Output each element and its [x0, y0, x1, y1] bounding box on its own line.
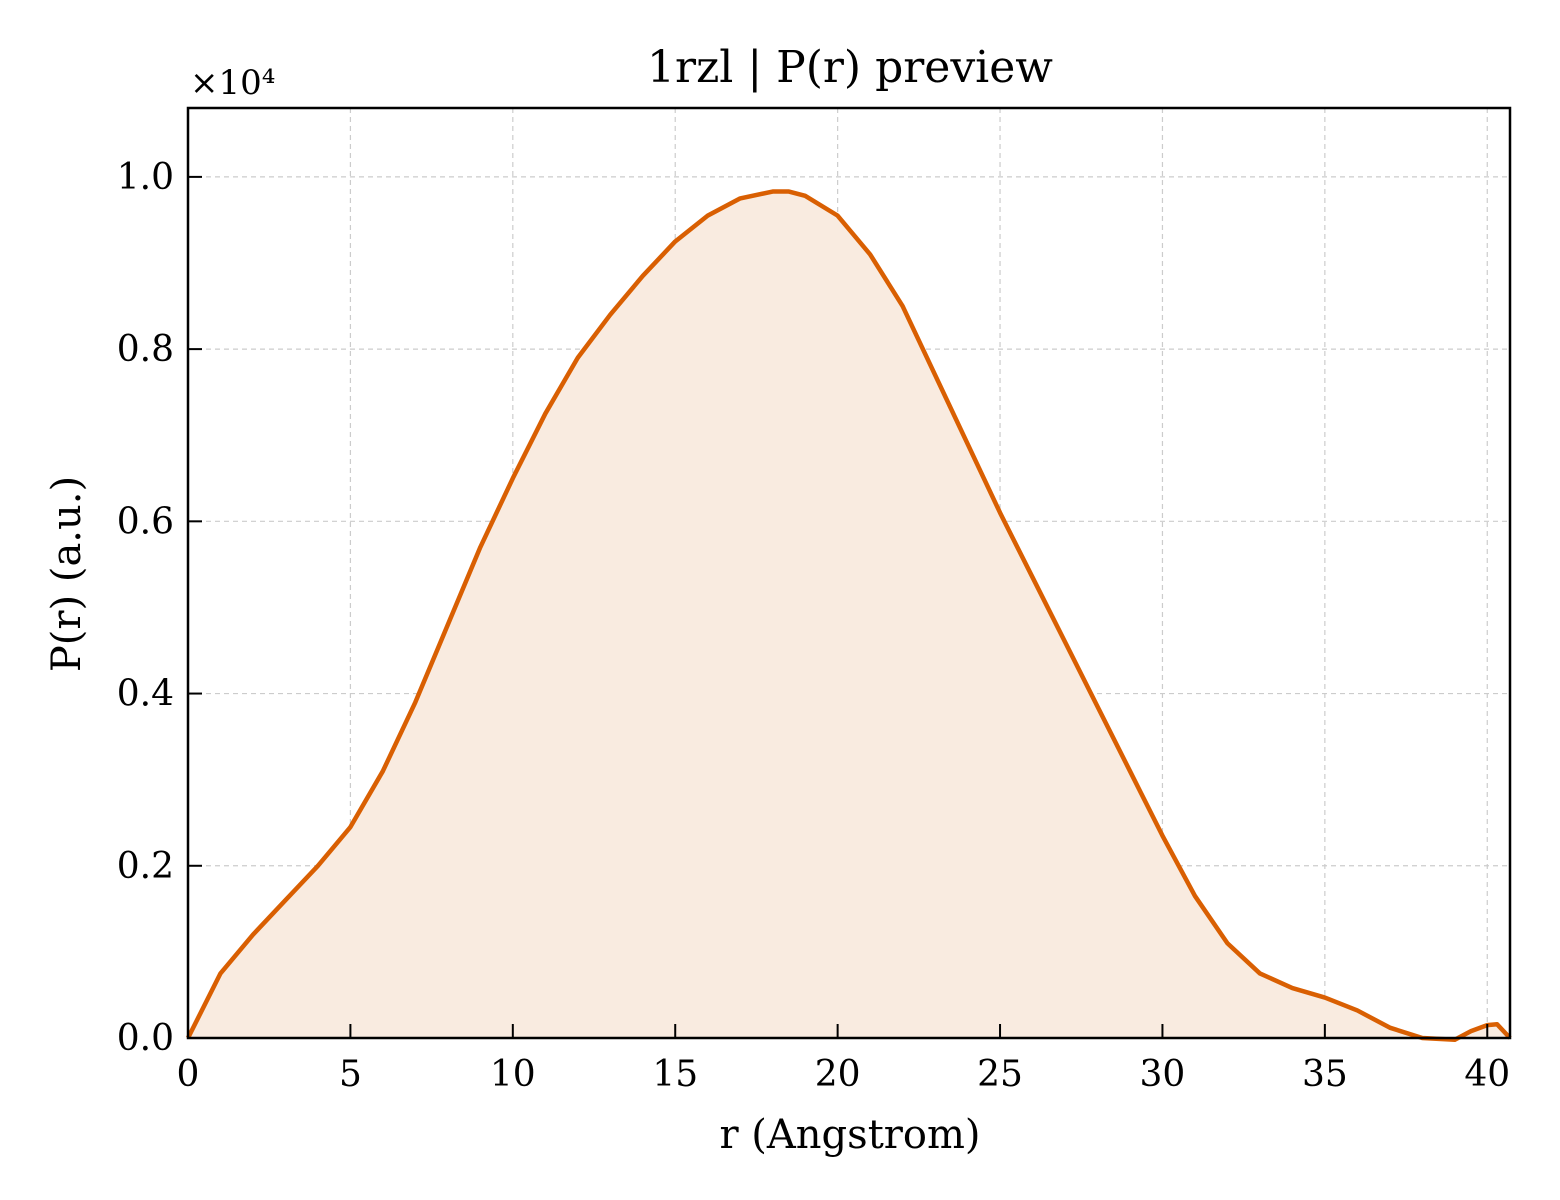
ticks	[187, 175, 1489, 1039]
x-tick-label: 10	[490, 1054, 536, 1095]
x-tick-label: 30	[1140, 1054, 1186, 1095]
x-tick-label: 5	[339, 1054, 362, 1095]
area-fill	[188, 191, 1510, 1040]
tick-labels: 0 5 10 15 20 25 30 35 40 0.0 0.2 0.4 0.6 0.8 1.0	[117, 157, 1510, 1095]
y-axis-label: P(r) (a.u.)	[44, 476, 90, 672]
x-tick-label: 25	[977, 1054, 1023, 1095]
x-axis-label: r (Angstrom)	[719, 1112, 980, 1158]
y-tick-label: 1.0	[117, 157, 174, 198]
plot-frame	[186, 106, 1512, 1040]
chart-title: 1rzl | P(r) preview	[647, 42, 1053, 93]
series-line	[185, 189, 1512, 1042]
x-tick-label: 0	[177, 1054, 200, 1095]
x-tick-label: 20	[815, 1054, 861, 1095]
x-tick-label: 35	[1302, 1054, 1348, 1095]
x-tick-label: 15	[652, 1054, 698, 1095]
y-offset-label: ×10⁴	[190, 63, 275, 103]
x-tick-label: 40	[1464, 1054, 1510, 1095]
y-tick-label: 0.0	[117, 1018, 174, 1059]
y-tick-label: 0.4	[117, 674, 174, 715]
y-tick-label: 0.6	[117, 501, 174, 542]
y-tick-label: 0.2	[117, 846, 174, 887]
y-tick-label: 0.8	[117, 329, 174, 370]
